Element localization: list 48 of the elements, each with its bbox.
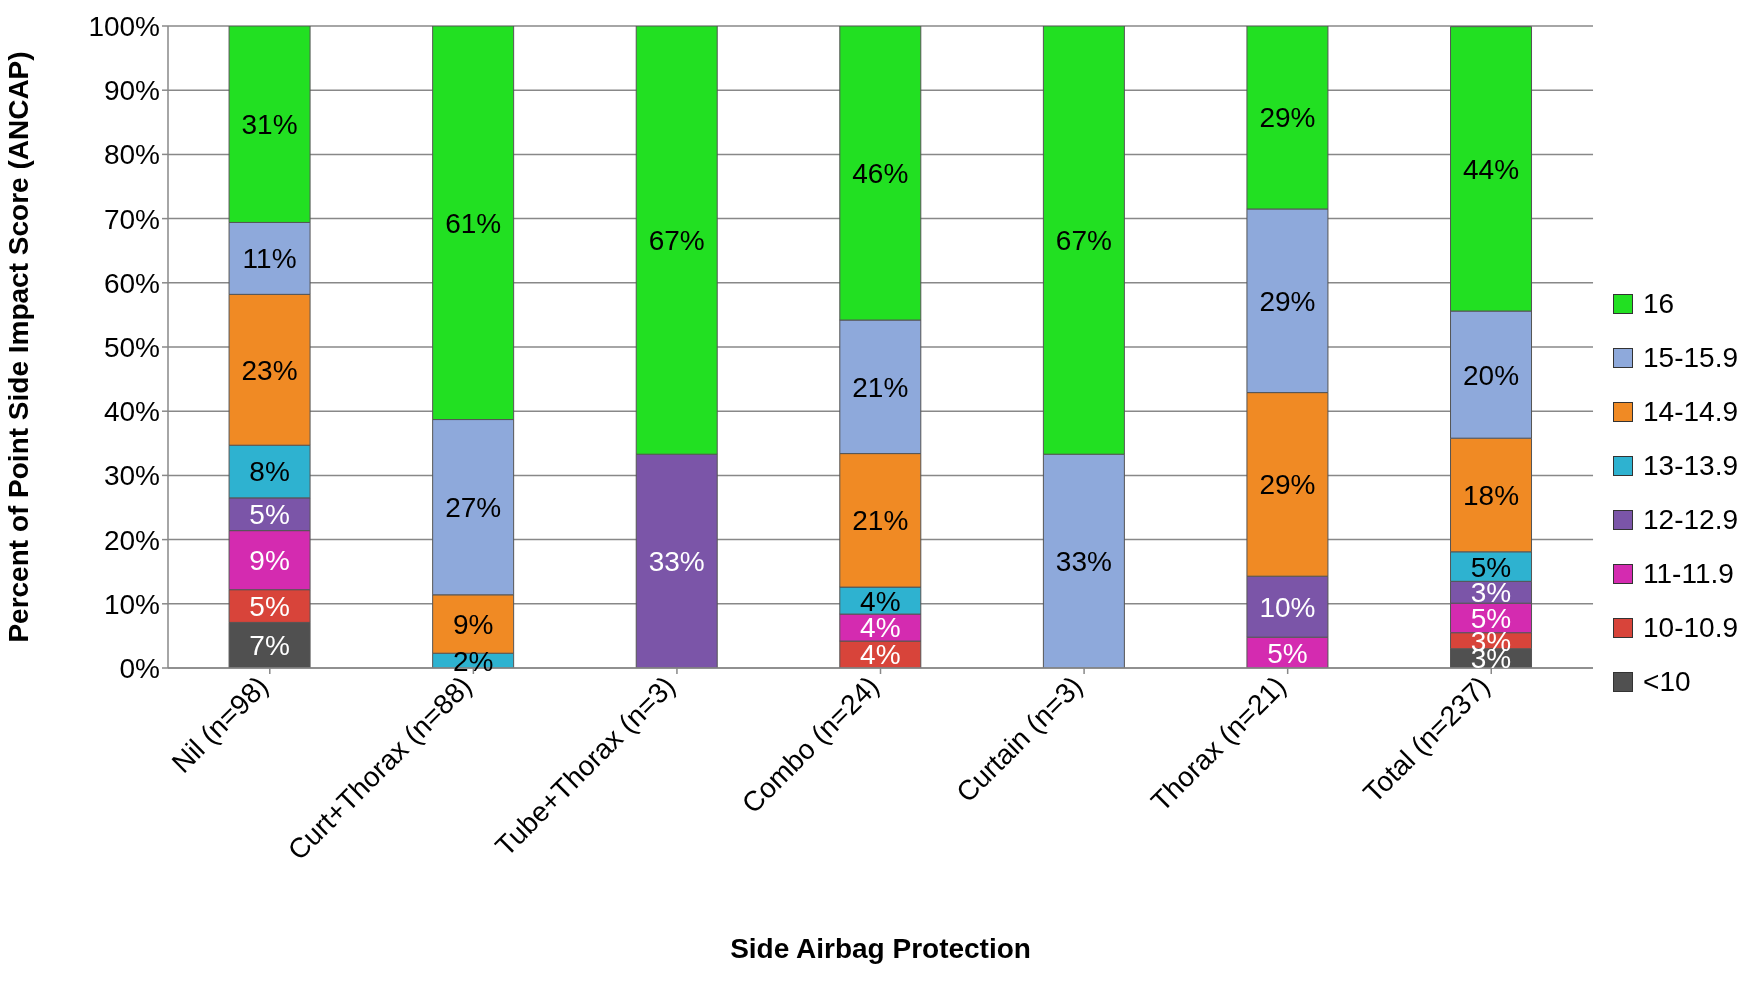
data-label: 33% bbox=[648, 546, 705, 578]
y-tick-label: 0% bbox=[119, 652, 160, 684]
y-tick-label: 70% bbox=[103, 203, 160, 235]
y-tick-label: 50% bbox=[103, 331, 160, 363]
data-label: 8% bbox=[249, 456, 290, 488]
data-label: 27% bbox=[445, 492, 502, 524]
data-label: 21% bbox=[852, 371, 909, 403]
data-label: 46% bbox=[852, 157, 909, 189]
x-axis-title: Side Airbag Protection bbox=[730, 933, 1031, 964]
legend-label: 15-15.9 bbox=[1643, 342, 1738, 374]
data-label: 21% bbox=[852, 505, 909, 537]
data-label: 67% bbox=[648, 225, 705, 257]
y-tick-label: 60% bbox=[103, 267, 160, 299]
data-label: 29% bbox=[1259, 469, 1316, 501]
data-label: 23% bbox=[241, 354, 298, 386]
y-tick-label: 40% bbox=[103, 396, 160, 428]
y-tick-label: 80% bbox=[103, 139, 160, 171]
data-label: 10% bbox=[1259, 591, 1316, 623]
data-label: 7% bbox=[249, 630, 290, 662]
data-label: 33% bbox=[1055, 546, 1112, 578]
y-tick-label: 20% bbox=[103, 524, 160, 556]
data-label: 67% bbox=[1055, 225, 1112, 257]
data-label: 20% bbox=[1463, 359, 1520, 391]
legend-label: 14-14.9 bbox=[1643, 396, 1738, 428]
legend-label: 11-11.9 bbox=[1643, 558, 1734, 590]
y-tick-label: 90% bbox=[103, 75, 160, 107]
y-axis-title: Percent of Point Side Impact Score (ANCAP) bbox=[2, 51, 34, 643]
legend-label: <10 bbox=[1643, 666, 1691, 698]
data-label: 61% bbox=[445, 207, 502, 239]
y-tick-label: 30% bbox=[103, 460, 160, 492]
legend-label: 12-12.9 bbox=[1643, 504, 1738, 536]
data-label: 9% bbox=[452, 608, 494, 640]
data-label: 31% bbox=[241, 109, 298, 141]
data-label: 11% bbox=[242, 243, 297, 275]
data-label: 18% bbox=[1463, 479, 1520, 511]
data-label: 29% bbox=[1259, 102, 1316, 134]
legend-label: 16 bbox=[1643, 288, 1675, 320]
data-label: 44% bbox=[1463, 153, 1520, 185]
data-label: 5% bbox=[249, 499, 290, 531]
data-label: 5% bbox=[1267, 637, 1308, 669]
legend-label: 10-10.9 bbox=[1643, 612, 1738, 644]
legend-label: 13-13.9 bbox=[1643, 450, 1738, 482]
data-label: 29% bbox=[1259, 285, 1316, 317]
data-label: 2% bbox=[452, 645, 494, 677]
y-tick-label: 100% bbox=[88, 10, 160, 42]
data-label: 5% bbox=[249, 590, 290, 622]
y-tick-label: 10% bbox=[103, 588, 160, 620]
data-label: 9% bbox=[249, 545, 290, 577]
